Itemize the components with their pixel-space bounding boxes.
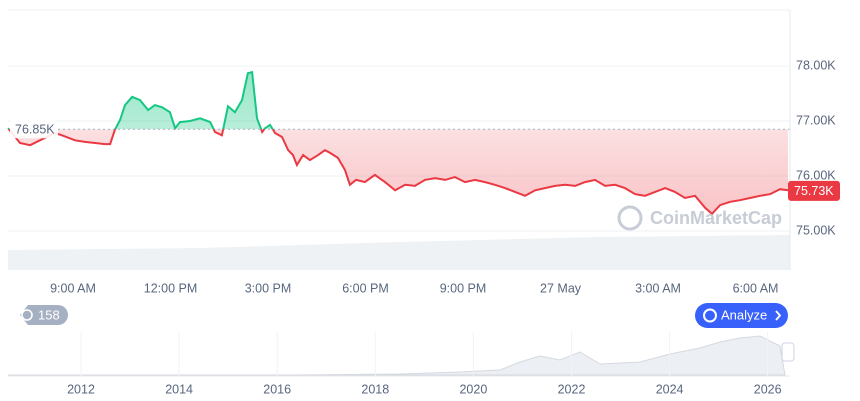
current-price-tag: [788, 180, 840, 201]
reference-label-bg: [10, 120, 58, 139]
x-tick-label: 27 May: [540, 281, 582, 295]
price-line-down: [7, 129, 789, 216]
analyze-button[interactable]: Analyze: [695, 303, 788, 328]
history-count: 158: [38, 307, 60, 322]
y-tick-label: 75.00K: [796, 223, 836, 237]
watermark: CoinMarketCap: [617, 205, 782, 231]
x-tick-label: 9:00 PM: [440, 281, 487, 295]
navigator-year: 2020: [459, 382, 487, 396]
x-tick-label: 9:00 AM: [50, 281, 96, 295]
current-price-label: 75.73K: [794, 184, 834, 198]
x-tick-label: 6:00 AM: [733, 281, 779, 295]
x-tick-label: 3:00 PM: [245, 281, 292, 295]
watermark-text: CoinMarketCap: [650, 208, 782, 228]
navigator-year: 2022: [558, 382, 586, 396]
area-down: [8, 129, 788, 214]
y-tick-label: 78.00K: [796, 58, 836, 72]
navigator: [8, 332, 795, 377]
navigator-year: 2012: [67, 382, 95, 396]
y-tick-label: 76.00K: [796, 168, 836, 182]
reference-label: 76.85K: [15, 123, 55, 137]
x-tick-label: 6:00 PM: [342, 281, 389, 295]
analyze-label: Analyze: [721, 307, 767, 322]
price-line-up: [7, 70, 274, 130]
plot: [7, 65, 790, 232]
navigator-year: 2018: [361, 382, 389, 396]
x-tick-label: 3:00 AM: [635, 281, 681, 295]
history-badge[interactable]: 158: [20, 305, 68, 325]
navigator-year: 2024: [656, 382, 684, 396]
y-tick-label: 77.00K: [796, 113, 836, 127]
x-tick-label: 12:00 PM: [144, 281, 198, 295]
navigator-year: 2026: [754, 382, 782, 396]
navigator-year: 2014: [165, 382, 193, 396]
navigator-year: 2016: [263, 382, 291, 396]
volume-area: [8, 235, 790, 270]
